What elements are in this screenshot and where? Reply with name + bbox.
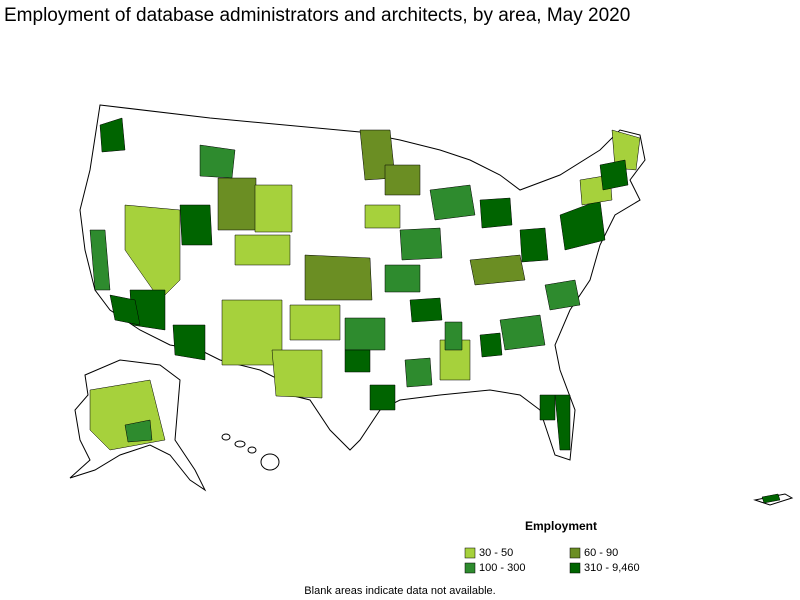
employment-area: [199, 144, 236, 179]
legend-swatch: [464, 562, 476, 574]
employment-area: [344, 349, 371, 373]
legend-swatch: [569, 562, 581, 574]
employment-area: [254, 184, 293, 233]
hawaii: [221, 433, 280, 471]
employment-area: [217, 177, 257, 231]
footnote: Blank areas indicate data not available.: [304, 585, 495, 597]
legend: Employment 30 - 50 60 - 90 100 - 300 310…: [464, 519, 640, 574]
employment-area: [99, 117, 126, 153]
legend-label: 30 - 50: [479, 547, 513, 559]
employment-area: [109, 294, 141, 326]
map-title: Employment of database administrators an…: [4, 5, 630, 26]
employment-area: [599, 159, 629, 191]
legend-swatch: [569, 547, 581, 559]
employment-area: [479, 197, 513, 229]
employment-area: [124, 419, 153, 443]
employment-area: [499, 314, 546, 351]
employment-area: [304, 254, 373, 301]
legend-swatch: [464, 547, 476, 559]
employment-area: [344, 317, 386, 351]
employment-area: [429, 184, 476, 221]
employment-area: [364, 204, 401, 229]
employment-area: [409, 297, 443, 323]
employment-area: [384, 164, 421, 196]
employment-area: [369, 384, 396, 411]
employment-area: [479, 332, 503, 358]
employment-area: [544, 279, 581, 311]
legend-label: 100 - 300: [479, 562, 525, 574]
employment-area: [179, 204, 213, 246]
employment-area: [384, 264, 421, 293]
employment-area: [399, 227, 443, 261]
legend-label: 310 - 9,460: [584, 562, 640, 574]
employment-area: [124, 204, 181, 301]
employment-area: [469, 254, 526, 286]
employment-area: [611, 129, 641, 171]
legend-label: 60 - 90: [584, 547, 618, 559]
employment-area: [554, 394, 571, 451]
employment-areas: [89, 117, 781, 504]
employment-area: [289, 304, 341, 341]
employment-area: [559, 199, 606, 251]
employment-area: [89, 229, 111, 291]
employment-area: [271, 349, 323, 399]
map: [69, 104, 794, 506]
employment-area: [234, 234, 291, 266]
employment-area: [444, 321, 463, 351]
employment-area: [539, 394, 556, 421]
employment-area: [404, 357, 433, 388]
employment-area: [519, 227, 549, 263]
employment-area: [761, 493, 781, 504]
legend-title: Employment: [525, 519, 597, 533]
employment-area: [172, 324, 206, 361]
